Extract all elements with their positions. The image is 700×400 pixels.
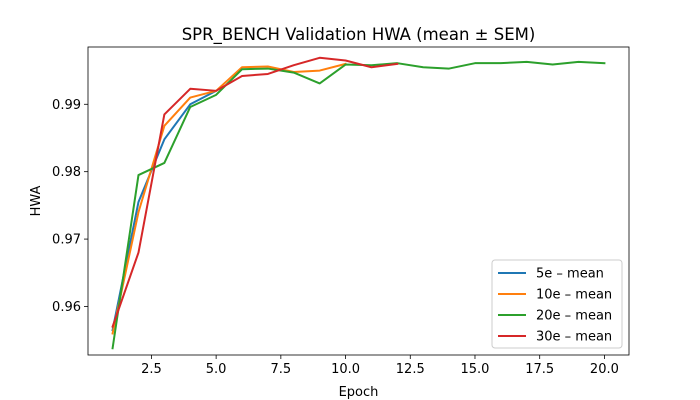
x-tick-label: 10.0: [331, 362, 360, 377]
y-tick-label: 0.97: [52, 233, 81, 248]
y-axis-ticks: 0.96 0.97 0.98 0.99: [52, 98, 88, 315]
plot-area: [87, 46, 630, 356]
x-axis-ticks: 2.5 5.0 7.5 10.0 12.5 15.0 17.5 20.0: [141, 355, 619, 377]
series-line-3: [111, 56, 399, 328]
legend-frame: [491, 259, 623, 349]
legend-label-0: 5e – mean: [536, 267, 604, 282]
x-tick-label: 20.0: [590, 362, 619, 377]
y-axis-label: HWA: [29, 185, 44, 216]
x-axis-label: Epoch: [339, 385, 379, 400]
x-tick-label: 7.5: [271, 362, 292, 377]
legend-label-3: 30e – mean: [536, 330, 612, 345]
x-tick-label: 2.5: [141, 362, 162, 377]
y-tick-label: 0.96: [52, 300, 81, 315]
axes-frame: [87, 46, 630, 356]
x-tick-label: 15.0: [461, 362, 490, 377]
series-line-0: [111, 89, 218, 332]
legend-label-1: 10e – mean: [536, 288, 612, 303]
legend: 5e – mean 10e – mean 20e – mean 30e – mean: [491, 259, 623, 349]
legend-label-2: 20e – mean: [536, 309, 612, 324]
x-tick-label: 5.0: [206, 362, 227, 377]
y-tick-label: 0.98: [52, 165, 81, 180]
x-tick-label: 17.5: [525, 362, 554, 377]
chart-title: SPR_BENCH Validation HWA (mean ± SEM): [182, 25, 536, 45]
series-layer: [111, 56, 606, 350]
x-tick-label: 12.5: [396, 362, 425, 377]
y-tick-label: 0.99: [52, 98, 81, 113]
